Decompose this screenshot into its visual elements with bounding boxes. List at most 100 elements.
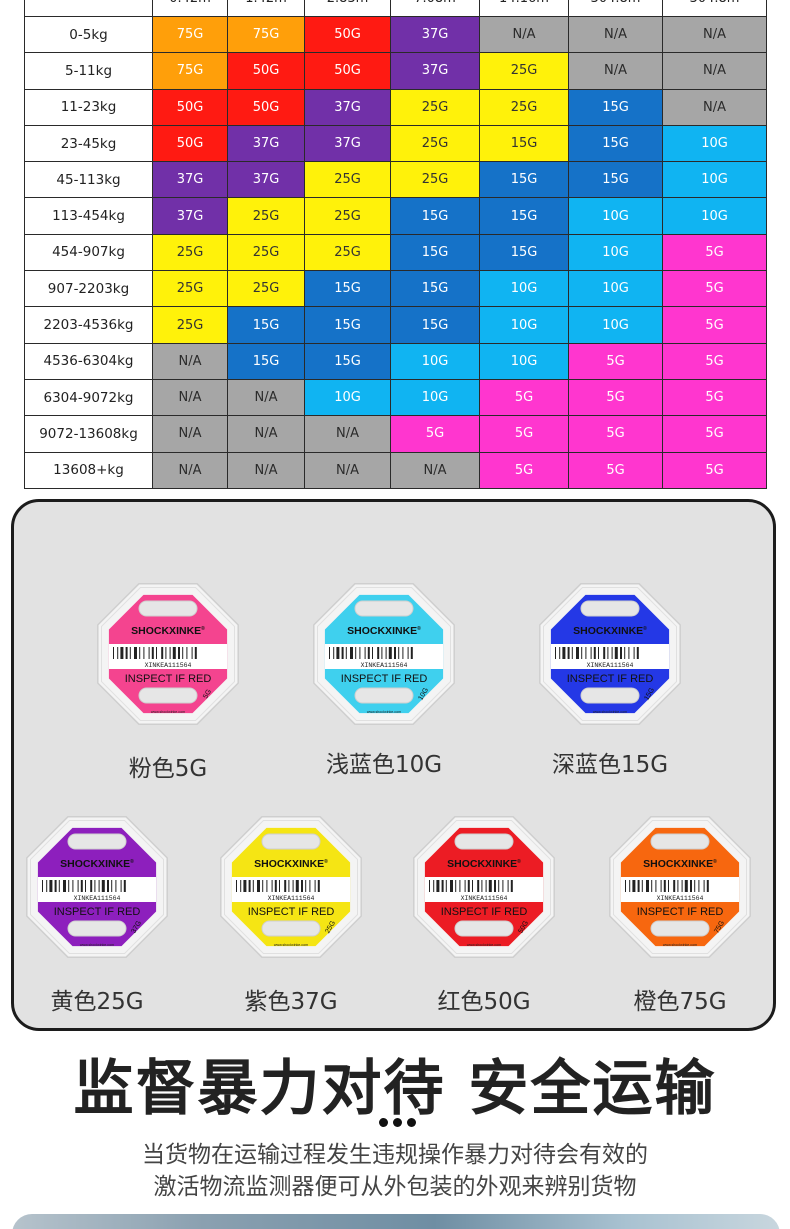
table-row: 11-23kg 50G 50G 37G 25G 25G 15G N/A [24,88,767,126]
g-rating-cell: N/A [662,52,767,90]
g-rating-cell: 25G [152,270,228,308]
bottom-photo-strip [12,1214,780,1229]
svg-text:INSPECT IF RED: INSPECT IF RED [54,906,141,918]
svg-text:INSPECT IF RED: INSPECT IF RED [248,906,335,918]
g-rating-cell: N/A [304,451,391,489]
g-rating-cell: 5G [662,378,767,417]
weight-range-label: 907-2203kg [24,270,153,308]
g-rating-cell: 10G [662,161,767,199]
g-rating-cell: 25G [479,52,569,90]
g-rating-cell: 15G [479,161,569,199]
g-rating-cell: 15G [304,270,391,308]
g-rating-cell: 75G [152,52,228,90]
g-rating-cell: N/A [479,15,569,54]
g-rating-cell: 15G [568,161,663,199]
table-row: 6304-9072kg N/A N/A 10G 10G 5G 5G 5G [24,378,767,417]
g-rating-cell: 5G [662,415,767,453]
g-rating-cell: 50G [227,88,305,126]
shock-indicator-red: SHOCKXINKE® XINKEA111564 INSPECT IF RED 50G… [407,810,561,964]
indicator-caption: 红色50G [437,989,531,1015]
svg-text:www.shockxinke.com: www.shockxinke.com [593,710,627,714]
g-rating-cell: 5G [479,451,569,489]
g-rating-cell: 15G [479,124,569,163]
g-rating-cell: 15G [227,306,305,344]
g-rating-cell: 37G [227,161,305,199]
g-rating-cell: 15G [390,306,480,344]
svg-text:SHOCKXINKE®: SHOCKXINKE® [643,858,717,870]
g-rating-cell: 10G [662,197,767,235]
g-rating-cell: 25G [227,233,305,272]
g-rating-cell: 25G [227,270,305,308]
table-row: 23-45kg 50G 37G 37G 25G 15G 15G 10G [24,124,767,163]
svg-text:XINKEA111564: XINKEA111564 [268,895,315,902]
g-rating-cell: 5G [568,415,663,453]
g-rating-cell: 25G [152,233,228,272]
g-rating-cell: 15G [568,88,663,126]
separator-dots-icon [379,1112,423,1127]
g-rating-cell: 37G [227,124,305,163]
weight-range-label: 5-11kg [24,52,153,90]
g-rating-cell: 75G [152,15,228,54]
g-rating-cell: 37G [152,161,228,199]
g-rating-cell: 50G [152,88,228,126]
weight-range-label: 454-907kg [24,233,153,272]
table-header-cell: 7.08m [390,0,480,17]
indicator-gallery-panel: SHOCKXINKE® XINKEA111564 INSPECT IF RED 5G w… [11,499,776,1031]
description-line-1: 当货物在运输过程发生违规操作暴力对待会有效的 [142,1142,648,1168]
shock-indicator-pink: SHOCKXINKE® XINKEA111564 INSPECT IF RED 5G w… [91,577,245,731]
svg-text:SHOCKXINKE®: SHOCKXINKE® [447,858,521,870]
weight-range-label: 9072-13608kg [24,415,153,453]
g-rating-cell: N/A [227,378,305,417]
svg-text:www.shockxinke.com: www.shockxinke.com [274,943,308,947]
impact-indicator-selection-table: 0.42m1.42m2.83m7.08m14.16m304.8m304.8m 0… [24,0,767,489]
g-rating-cell: 25G [390,88,480,126]
table-header-row: 0.42m1.42m2.83m7.08m14.16m304.8m304.8m [24,0,767,17]
table-row: 13608+kg N/A N/A N/A N/A 5G 5G 5G [24,451,767,489]
g-rating-cell: 10G [568,270,663,308]
g-rating-cell: 25G [152,306,228,344]
g-rating-cell: 15G [390,233,480,272]
g-rating-cell: 50G [304,15,391,54]
g-rating-cell: 10G [479,306,569,344]
weight-range-label: 2203-4536kg [24,306,153,344]
g-rating-cell: 50G [227,52,305,90]
g-rating-cell: 25G [390,124,480,163]
g-rating-cell: 15G [479,233,569,272]
shock-indicator-dark-blue: SHOCKXINKE® XINKEA111564 INSPECT IF RED 15G… [533,577,687,731]
svg-text:SHOCKXINKE®: SHOCKXINKE® [131,625,205,637]
table-row: 907-2203kg 25G 25G 15G 15G 10G 10G 5G [24,270,767,308]
svg-text:XINKEA111564: XINKEA111564 [657,895,704,902]
svg-text:INSPECT IF RED: INSPECT IF RED [441,906,528,918]
g-rating-cell: 15G [304,342,391,380]
svg-text:www.shockxinke.com: www.shockxinke.com [80,943,114,947]
g-rating-cell: N/A [152,342,228,380]
g-rating-cell: 5G [662,233,767,272]
g-rating-cell: 10G [568,306,663,344]
indicator-caption: 紫色37G [244,989,338,1015]
indicator-caption: 深蓝色15G [551,752,669,778]
g-rating-cell: 15G [227,342,305,380]
g-rating-cell: 5G [662,342,767,380]
table-row: 113-454kg 37G 25G 25G 15G 15G 10G 10G [24,197,767,235]
svg-text:INSPECT IF RED: INSPECT IF RED [341,673,428,685]
weight-range-label: 113-454kg [24,197,153,235]
svg-text:XINKEA111564: XINKEA111564 [461,895,508,902]
table-header-cell: 304.8m [568,0,663,17]
weight-range-label: 6304-9072kg [24,378,153,417]
table-header-cell: 2.83m [304,0,391,17]
g-rating-cell: N/A [304,415,391,453]
g-rating-cell: 5G [568,451,663,489]
g-rating-cell: 37G [304,88,391,126]
g-rating-cell: N/A [662,15,767,54]
svg-text:INSPECT IF RED: INSPECT IF RED [567,673,654,685]
g-rating-cell: 25G [227,197,305,235]
g-rating-cell: 10G [304,378,391,417]
g-rating-cell: 5G [662,306,767,344]
g-rating-cell: 50G [304,52,391,90]
svg-text:INSPECT IF RED: INSPECT IF RED [125,673,212,685]
g-rating-cell: 5G [479,415,569,453]
table-header-corner [24,0,153,17]
g-rating-cell: 10G [662,124,767,163]
table-row: 2203-4536kg 25G 15G 15G 15G 10G 10G 5G [24,306,767,344]
g-rating-cell: 25G [479,88,569,126]
